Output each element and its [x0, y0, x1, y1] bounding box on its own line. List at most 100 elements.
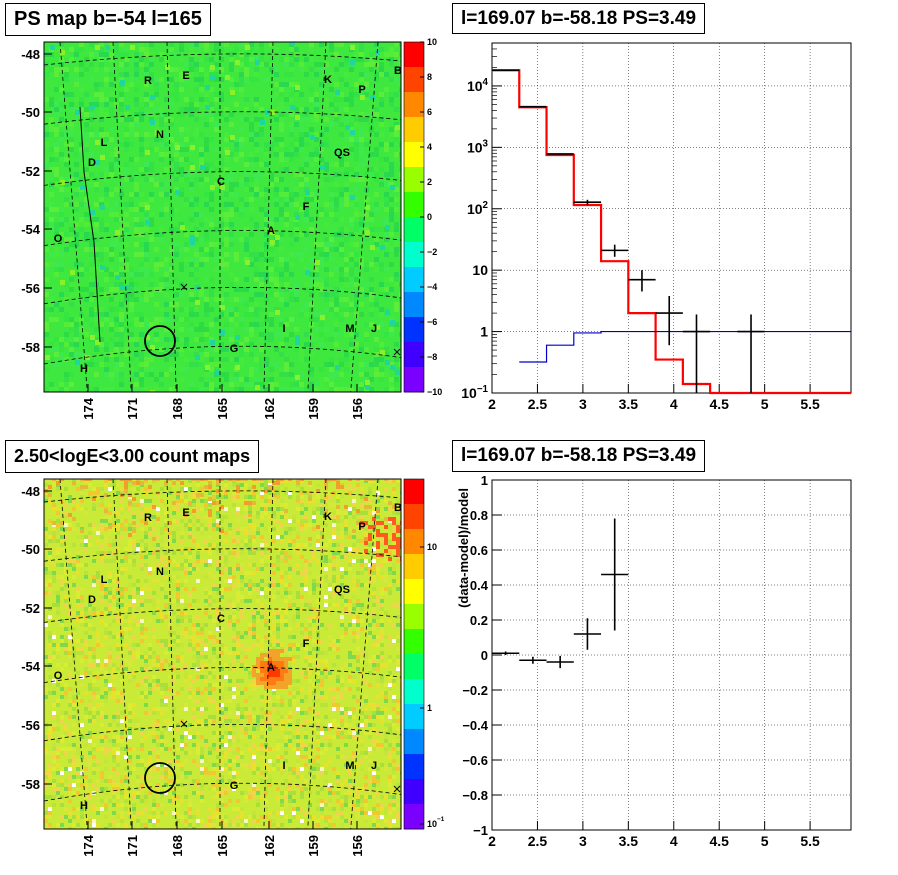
x-tick-label: 159: [306, 398, 321, 420]
y-tick-label: −0.8: [462, 788, 488, 803]
cross-marker: [393, 348, 401, 356]
y-tick-label: -58: [21, 777, 40, 792]
colorbar-segment: [404, 629, 424, 655]
y-tick-label: 0.4: [470, 578, 489, 593]
residual-panel: l=169.07 b=-58.18 PS=3.49 2 2.5 3 3.5 4 4.5 5 5…: [449, 437, 898, 875]
x-tick-label: 3: [579, 833, 587, 849]
colorbar-segment: [404, 579, 424, 605]
colorbar-segment: [404, 479, 424, 505]
map-pixels: [44, 42, 401, 392]
x-tick-label: 4: [670, 396, 678, 412]
target-circle-marker: [144, 325, 176, 357]
longitude-line: [166, 479, 177, 829]
count-map-title: 2.50<logE<3.00 count maps: [5, 440, 260, 473]
colorbar-tick-label: 10−1: [427, 816, 445, 829]
source-label-r: R: [144, 512, 152, 524]
y-tick-label: 1: [480, 324, 488, 340]
colorbar-tick-label: 10: [427, 542, 437, 552]
x-tick-label: 5: [761, 833, 769, 849]
colorbar-segment: [404, 367, 424, 393]
x-tick-label: 4.5: [709, 396, 729, 412]
map-pixels: [44, 479, 401, 829]
x-tick-label: 3: [579, 396, 587, 412]
longitude-line: [263, 479, 274, 829]
latitude-line: [44, 667, 401, 683]
x-tick-label: 165: [215, 835, 230, 857]
source-label-g: G: [230, 343, 239, 355]
colorbar-segment: [404, 504, 424, 530]
y-tick-label: 0.6: [470, 543, 488, 558]
colorbar-segment: [404, 67, 424, 93]
source-label-h: H: [80, 800, 88, 812]
latitude-line: [44, 608, 401, 623]
x-tick-label: 174: [81, 834, 96, 856]
colorbar-segment: [404, 217, 424, 243]
colorbar-segment: [404, 529, 424, 555]
spectrum-title: l=169.07 b=-58.18 PS=3.49: [452, 3, 706, 34]
source-label-i: I: [282, 760, 285, 772]
x-tick-label: 156: [350, 835, 365, 857]
source-label-f: F: [303, 638, 310, 650]
colorbar-tick-label: −4: [427, 282, 437, 292]
colorbar-segment: [404, 754, 424, 780]
y-tick-label: −0.4: [462, 718, 488, 733]
source-label-a: A: [267, 225, 275, 237]
longitude-line: [307, 42, 327, 392]
y-tick-label: 10: [472, 262, 488, 278]
x-tick-label: 3.5: [619, 833, 639, 849]
source-label-o: O: [54, 233, 63, 245]
y-tick-label: 0.8: [470, 508, 488, 523]
y-tick-label: 103: [467, 138, 489, 155]
ps-map-chart: -48 -50 -52 -54 -56 -58 174 171 168 165 162 159 156 1…: [21, 37, 442, 420]
y-tick-label: −0.2: [462, 683, 488, 698]
source-label-b: B: [394, 65, 402, 77]
colorbar-segment: [404, 42, 424, 68]
plot-frame: [491, 42, 852, 394]
source-label-d: D: [88, 157, 96, 169]
y-tick-label: -50: [21, 542, 40, 557]
colorbar-segment: [404, 267, 424, 293]
x-tick-label: 2.5: [528, 396, 548, 412]
x-tick-label: 159: [306, 835, 321, 857]
y-tick-label: -48: [21, 47, 40, 62]
colorbar-tick-label: 10: [427, 37, 437, 47]
source-label-m: M: [345, 323, 354, 335]
x-tick-label: 3.5: [619, 396, 639, 412]
x-tick-label: 162: [262, 835, 277, 857]
source-label-qs: QS: [334, 584, 350, 596]
colorbar-tick-label: 8: [427, 72, 432, 82]
colorbar-segment: [404, 192, 424, 218]
cross-marker: [393, 785, 401, 793]
source-label-c: C: [217, 176, 225, 188]
target-circle-marker: [144, 762, 176, 794]
y-tick-label: −0.6: [462, 753, 488, 768]
x-tick-label: 162: [262, 398, 277, 420]
y-tick-label: -56: [21, 718, 40, 733]
x-tick-label: 156: [350, 398, 365, 420]
x-tick-label: 2: [488, 833, 496, 849]
ps-map-title: PS map b=-54 l=165: [5, 3, 211, 36]
latitude-line: [44, 548, 401, 562]
source-label-k: K: [324, 511, 332, 523]
spectrum-panel: l=169.07 b=-58.18 PS=3.49 2 2.5 3 3.5 4 4.5 5 5…: [449, 0, 898, 437]
source-label-k: K: [324, 74, 332, 86]
colorbar-segment: [404, 554, 424, 580]
source-label-b: B: [394, 502, 402, 514]
x-tick-label: 4: [670, 833, 678, 849]
x-tick-label: 168: [170, 835, 185, 857]
residual-chart: 2 2.5 3 3.5 4 4.5 5 5.5 1 0.8 0.6 0.4 0.2 0 −0.2 −0.4 −0…: [456, 473, 852, 849]
x-tick-label: 168: [170, 398, 185, 420]
plot-frame: [491, 479, 852, 831]
source-label-l: L: [101, 137, 108, 149]
source-label-qs: QS: [334, 147, 350, 159]
colorbar-segment: [404, 167, 424, 193]
longitude-line: [112, 479, 132, 829]
longitude-line: [59, 479, 88, 829]
colorbar-segment: [404, 679, 424, 705]
latitude-line: [44, 490, 401, 503]
longitude-line: [263, 42, 274, 392]
y-tick-label: 104: [467, 77, 489, 94]
colorbar-segment: [404, 92, 424, 118]
source-label-n: N: [156, 566, 164, 578]
colorbar-segment: [404, 292, 424, 318]
